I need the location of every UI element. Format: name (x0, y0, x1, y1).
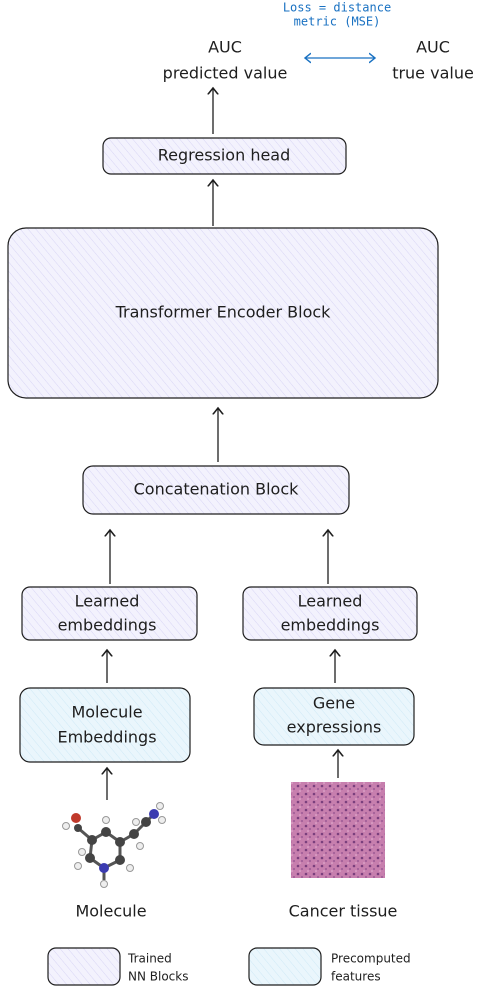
legend-label: Trained (127, 952, 172, 966)
legend-swatch (47, 947, 121, 986)
loss-label: metric (MSE) (294, 15, 381, 29)
node-label: Molecule (71, 703, 142, 722)
output-label: predicted value (163, 64, 288, 83)
output-label: true value (392, 64, 474, 83)
node-label: Concatenation Block (134, 480, 300, 499)
node-label: Transformer Encoder Block (115, 303, 332, 322)
node-label: Regression head (158, 146, 291, 165)
node-box (242, 586, 418, 641)
node-label: embeddings (281, 616, 380, 635)
input-label: Cancer tissue (289, 902, 398, 921)
node-label: Embeddings (57, 728, 156, 747)
node-label: expressions (287, 718, 382, 737)
molecule-image (62, 802, 166, 888)
legend-swatch (248, 947, 322, 986)
node-box (7, 227, 439, 399)
node-label: Learned (75, 592, 140, 611)
node-box (82, 465, 350, 515)
node-box (21, 586, 198, 641)
legend-label: NN Blocks (128, 970, 188, 984)
legend-label: features (331, 970, 381, 984)
node-label: Learned (298, 592, 363, 611)
node-box (19, 687, 191, 763)
output-label: AUC (208, 38, 242, 57)
legend-label: Precomputed (331, 952, 411, 966)
node-label: embeddings (58, 616, 157, 635)
loss-label: Loss = distance (283, 1, 391, 15)
node-label: Gene (313, 694, 355, 713)
output-label: AUC (416, 38, 450, 57)
input-label: Molecule (75, 902, 146, 921)
node-box (253, 687, 415, 746)
node-box (102, 137, 347, 175)
tissue-image (291, 782, 385, 878)
